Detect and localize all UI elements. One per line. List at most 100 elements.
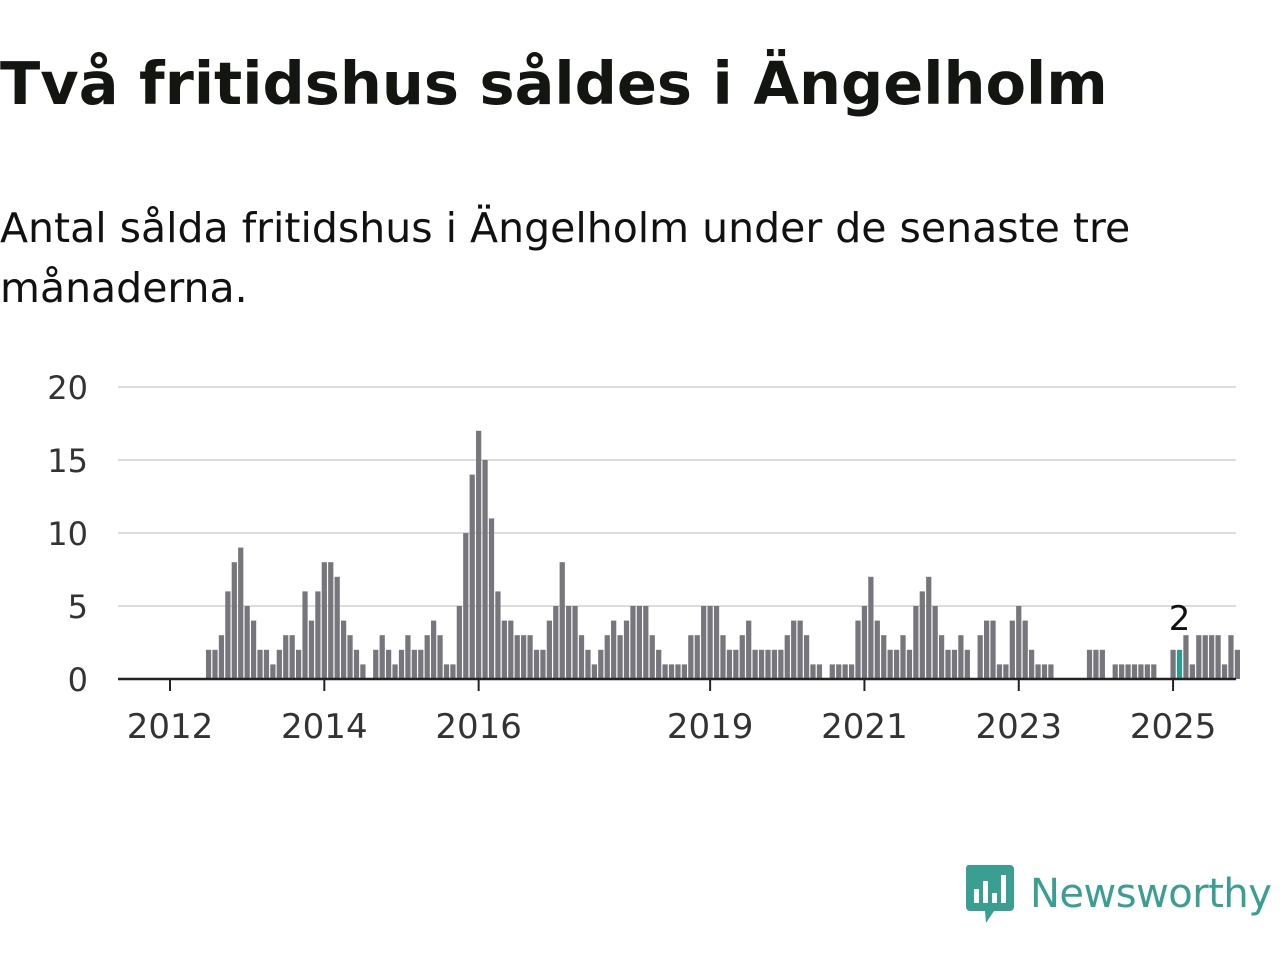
bar	[848, 664, 855, 679]
bar	[321, 562, 327, 679]
bar	[328, 562, 334, 679]
bar	[488, 518, 495, 679]
gridlines	[118, 386, 1236, 607]
bar	[913, 606, 919, 679]
bar	[816, 664, 823, 679]
bar	[874, 620, 880, 679]
bar	[341, 620, 347, 679]
bar	[257, 649, 263, 679]
bar	[893, 649, 900, 679]
bar	[623, 620, 630, 679]
bar	[1119, 664, 1125, 679]
bar	[353, 649, 360, 679]
tick-labels: 0 5 10 15 20 2 2012 2014 2016 2019 2021 2023 2025	[47, 369, 1216, 747]
bar	[334, 576, 340, 679]
bar	[424, 635, 430, 679]
bar	[347, 635, 353, 679]
x-axis	[118, 677, 1236, 691]
bar	[514, 635, 520, 679]
bar	[411, 649, 417, 679]
bar	[398, 649, 405, 679]
bar	[1093, 649, 1099, 679]
bar	[1112, 664, 1118, 679]
bar	[1202, 635, 1208, 679]
bar	[1041, 664, 1048, 679]
bar	[1196, 635, 1202, 679]
bar	[1209, 635, 1215, 679]
bar	[1048, 664, 1054, 679]
bar	[437, 635, 443, 679]
bar	[791, 620, 797, 679]
bar	[244, 606, 250, 679]
highlight-bar	[1176, 649, 1183, 679]
x-tick-label: 2021	[821, 707, 908, 747]
bar	[951, 649, 958, 679]
data-label-latest: 2	[1169, 599, 1191, 639]
bar	[263, 649, 270, 679]
bar	[771, 649, 778, 679]
bar	[1144, 664, 1150, 679]
bar	[630, 606, 636, 679]
chart-subtitle: Antal sålda fritidshus i Ängelholm under…	[0, 204, 1131, 312]
bar	[379, 635, 385, 679]
bar	[701, 606, 707, 679]
bar	[1003, 664, 1009, 679]
bar	[726, 649, 733, 679]
y-tick-label: 10	[47, 515, 88, 553]
bar	[919, 591, 925, 679]
bar	[456, 606, 462, 679]
bar	[553, 606, 559, 679]
brand-logo: Newsworthy	[964, 862, 1272, 926]
y-tick-label: 5	[68, 588, 88, 626]
bar	[906, 649, 913, 679]
bar	[1022, 620, 1028, 679]
bar	[797, 620, 803, 679]
bar	[694, 635, 700, 679]
bar	[1125, 664, 1131, 679]
bar	[881, 635, 887, 679]
bar	[926, 576, 932, 679]
bar	[938, 635, 945, 679]
bar	[578, 635, 585, 679]
bars	[205, 430, 1240, 679]
x-tick-label: 2025	[1130, 707, 1217, 747]
y-tick-label: 0	[68, 661, 88, 699]
bar	[276, 649, 282, 679]
bar	[842, 664, 848, 679]
bar	[463, 533, 469, 679]
bar	[386, 649, 392, 679]
bar	[231, 562, 237, 679]
bar	[360, 664, 366, 679]
bar	[681, 664, 688, 679]
bar	[405, 635, 411, 679]
bar	[540, 649, 546, 679]
bar	[572, 606, 578, 679]
bar	[591, 664, 597, 679]
bar-chart: 0 5 10 15 20 2 2012 2014 2016 2019 2021 2023 2025	[47, 369, 1240, 747]
bar	[662, 664, 668, 679]
bar	[643, 606, 649, 679]
x-tick-label: 2019	[667, 707, 754, 747]
bar	[1099, 649, 1105, 679]
bar	[836, 664, 842, 679]
bar	[668, 664, 675, 679]
bar	[1138, 664, 1144, 679]
bar	[688, 635, 694, 679]
bar	[675, 664, 681, 679]
bar	[295, 649, 302, 679]
bar	[958, 635, 964, 679]
bar	[739, 635, 745, 679]
y-tick-label: 15	[47, 442, 88, 480]
bar	[617, 635, 623, 679]
bar	[289, 635, 295, 679]
bar	[508, 620, 514, 679]
bar	[521, 635, 527, 679]
bar	[476, 430, 482, 679]
bar	[604, 635, 610, 679]
bar	[656, 649, 662, 679]
bar	[1221, 664, 1228, 679]
bar	[598, 649, 604, 679]
bar	[984, 620, 990, 679]
bar	[431, 620, 437, 679]
bar	[1086, 649, 1093, 679]
